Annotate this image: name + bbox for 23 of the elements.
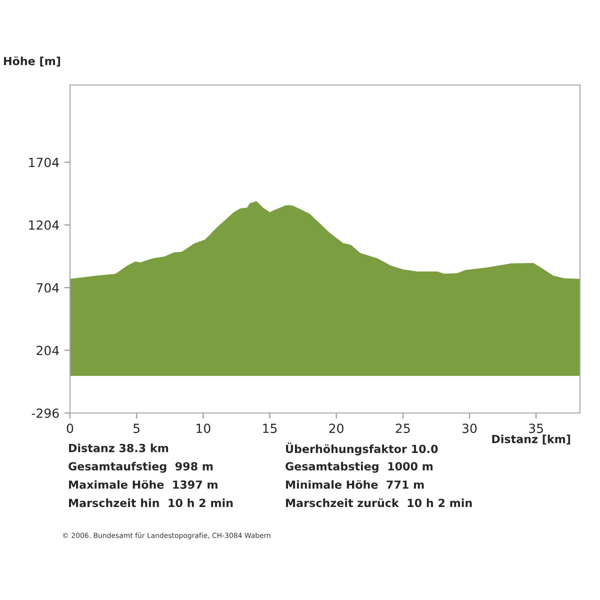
x-tick-label: 35 xyxy=(529,424,543,434)
text: Minimale Höhe 771 m xyxy=(286,480,424,489)
text: Marschzeit zurück 10 h 2 min xyxy=(286,498,472,508)
y-axis-title: Höhe [m] xyxy=(4,56,60,67)
x-tick-label: 30 xyxy=(462,424,477,434)
y-tick-label: 1204 xyxy=(29,220,59,230)
x-tick-label: 15 xyxy=(263,424,277,434)
text: Überhöhungsfaktor 10.0 xyxy=(286,442,438,456)
y-tick-label: 704 xyxy=(36,283,59,293)
text: Gesamtabstieg 1000 m xyxy=(286,462,433,473)
x-tick-label: 0 xyxy=(66,424,74,434)
y-tick-label: -296 xyxy=(32,408,59,418)
y-tick-label: 1704 xyxy=(29,158,59,168)
x-tick-label: 5 xyxy=(134,424,140,434)
x-axis-title: Distanz [km] xyxy=(492,434,570,445)
text: Maximale Höhe 1397 m xyxy=(69,480,218,489)
y-tick-label: 204 xyxy=(36,346,59,356)
text: Distanz 38.3 km xyxy=(69,444,168,452)
x-tick-label: 10 xyxy=(196,424,210,434)
x-tick-label: 20 xyxy=(329,424,344,434)
x-tick-label: 25 xyxy=(396,424,410,434)
text: Marschzeit hin 10 h 2 min xyxy=(69,498,233,508)
text: Gesamtaufstieg 998 m xyxy=(68,462,213,473)
